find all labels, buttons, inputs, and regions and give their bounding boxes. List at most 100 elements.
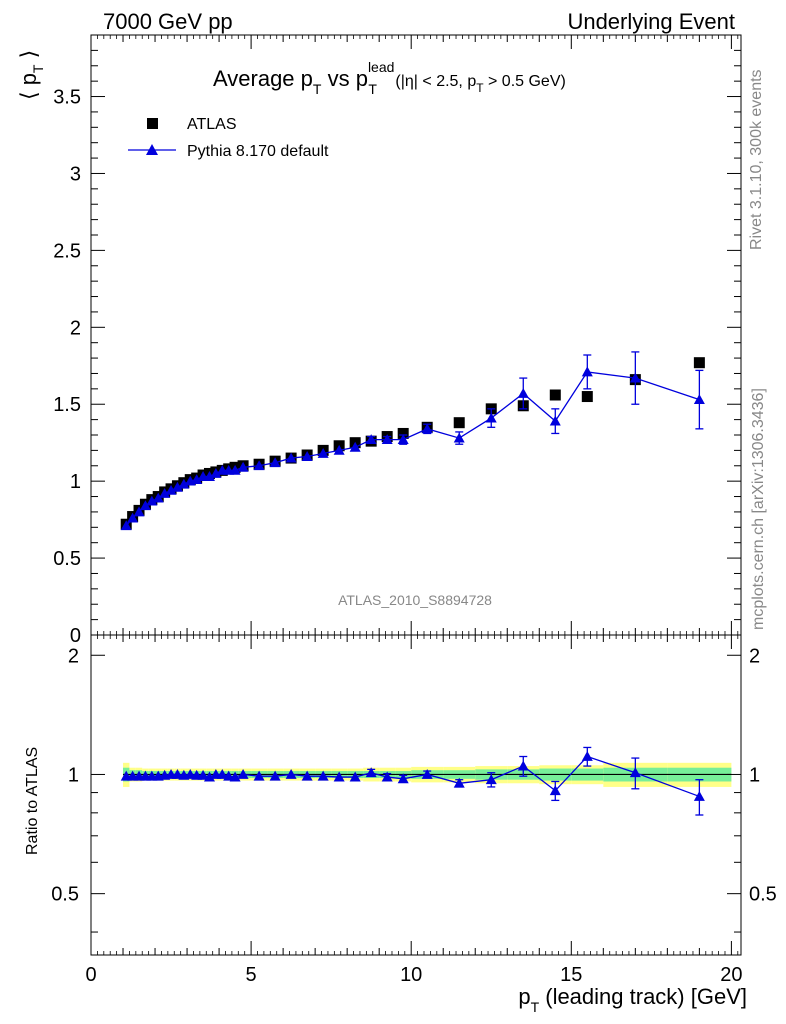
pythia-point: [333, 444, 345, 455]
source-label: mcplots.cern.ch [arXiv:1306.3436]: [750, 388, 767, 630]
atlas-point: [581, 391, 593, 403]
legend-data-marker: [147, 118, 158, 129]
ylabel-b: ⟩: [16, 50, 41, 65]
pythia-point: [421, 423, 433, 434]
pythia-point: [120, 520, 132, 531]
ratio-plot-frame: [90, 634, 742, 956]
ratio-point: [397, 773, 409, 784]
pythia-point: [127, 512, 139, 523]
ratio-y-tick-label-right: 1: [749, 764, 760, 786]
ratio-point: [365, 767, 377, 778]
header-left: 7000 GeV pp: [103, 9, 233, 34]
ratio-point: [629, 767, 641, 778]
pythia-point: [146, 495, 158, 506]
x-tick-label: 5: [246, 964, 257, 986]
pythia-point: [178, 478, 190, 489]
y-tick-label: 3.5: [53, 87, 81, 109]
y-tick-label: 3: [70, 163, 81, 185]
pythia-point: [317, 447, 329, 458]
ratio-point: [237, 768, 249, 779]
ratio-point: [285, 768, 297, 779]
ratio-point: [197, 769, 209, 780]
pythia-point: [549, 415, 561, 426]
atlas-point: [549, 389, 561, 401]
pythia-point: [253, 460, 265, 471]
pythia-point: [159, 487, 171, 498]
ratio-point: [253, 770, 265, 781]
x-tick-label: 0: [85, 964, 96, 986]
title-prefix: Average p: [213, 66, 313, 91]
pythia-point: [365, 434, 377, 445]
pythia-point: [210, 467, 222, 478]
pythia-point: [349, 441, 361, 452]
ratio-ylabel: Ratio to ATLAS: [24, 747, 41, 855]
pythia-point: [453, 432, 465, 443]
ratio-point: [171, 768, 183, 779]
pythia-point: [237, 461, 249, 472]
xaxis-label: pT (leading track) [GeV]: [518, 984, 747, 1015]
ratio-point: [317, 770, 329, 781]
ratio-point: [203, 771, 215, 782]
ratio-point: [517, 760, 529, 771]
pythia-point: [397, 434, 409, 445]
pythia-point: [269, 457, 281, 468]
x-tick-label: 15: [560, 964, 582, 986]
main-ylabel: ⟨ pT ⟩: [16, 50, 46, 100]
ratio-point: [549, 785, 561, 796]
ratio-point: [301, 770, 313, 781]
ratio-y-tick-label-right: 2: [749, 645, 760, 667]
pythia-point: [203, 471, 215, 481]
data-marks: [120, 351, 705, 816]
ratio-point: [421, 768, 433, 779]
ratio-point: [216, 768, 228, 779]
rivet-label: Rivet 3.1.10, 300k events: [748, 69, 765, 250]
pythia-point: [152, 492, 164, 503]
ratio-point: [693, 790, 705, 801]
pythia-point: [301, 451, 313, 461]
analysis-watermark: ATLAS_2010_S8894728: [338, 592, 492, 608]
xlabel-a: p: [518, 984, 530, 1009]
pythia-point: [133, 506, 145, 517]
axis-ticks: 0 5 10 15 20 0 0.5 1 1.5 2 2.5 3 3.5 0.5 0.5 1 1 2 2: [51, 35, 777, 986]
pythia-point: [485, 412, 497, 423]
title-paren-b: > 0.5 GeV): [484, 73, 566, 90]
ratio-y-tick-label-right: 0.5: [749, 884, 777, 906]
y-tick-label: 0: [70, 625, 81, 647]
xlabel-b: (leading track) [GeV]: [539, 984, 747, 1009]
ratio-point: [229, 771, 241, 782]
legend-mc-marker: [146, 144, 158, 155]
legend-mc-label: Pythia 8.170 default: [187, 143, 329, 160]
pythia-point: [285, 452, 297, 463]
ratio-point: [485, 774, 497, 785]
ratio-point: [333, 771, 345, 782]
pythia-point: [581, 366, 593, 377]
x-tick-label: 20: [720, 964, 742, 986]
ratio-point: [453, 777, 465, 788]
ratio-y-tick-label: 2: [68, 645, 79, 667]
title-paren-a: (|η| < 2.5, p: [391, 73, 476, 90]
title-paren-sub: T: [476, 81, 484, 95]
pythia-point: [165, 484, 177, 495]
ratio-point: [381, 771, 393, 782]
pythia-point: [229, 464, 241, 475]
atlas-point: [397, 427, 409, 439]
pythia-line: [125, 371, 700, 527]
y-tick-label: 0.5: [53, 548, 81, 570]
pythia-point: [191, 474, 203, 485]
y-tick-label: 2: [70, 317, 81, 339]
pythia-point: [171, 481, 183, 492]
ratio-point: [269, 770, 281, 781]
ratio-point: [349, 771, 361, 782]
ratio-y-tick-label: 1: [68, 764, 79, 786]
ylabel-a: ⟨ p: [16, 73, 41, 100]
legend-data-label: ATLAS: [187, 116, 237, 133]
plot-title: Average pT vs plead T (|η| < 2.5, pT > 0.…: [213, 59, 566, 97]
title-sub1: T: [313, 81, 322, 97]
legend: ATLAS Pythia 8.170 default: [128, 116, 329, 160]
plot-frames: [90, 34, 742, 956]
pythia-point: [381, 434, 393, 445]
title-sup: lead: [368, 59, 394, 75]
x-tick-label: 10: [400, 964, 422, 986]
pythia-point: [139, 500, 151, 511]
